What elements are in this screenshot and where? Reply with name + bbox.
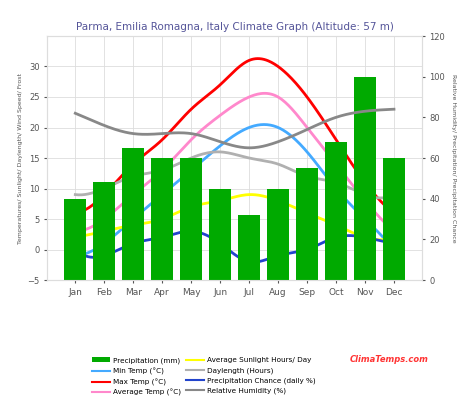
Bar <box>93 182 115 280</box>
Text: ClimaTemps.com: ClimaTemps.com <box>349 356 428 364</box>
Bar <box>64 199 86 280</box>
Y-axis label: Temperatures/ Sunlight/ Daylength/ Wind Speed/ Frost: Temperatures/ Sunlight/ Daylength/ Wind … <box>18 72 23 244</box>
Legend: Precipitation (mm), Min Temp (°C), Max Temp (°C), Average Temp (°C), Average Sun: Precipitation (mm), Min Temp (°C), Max T… <box>91 357 316 396</box>
Bar <box>267 188 289 280</box>
Y-axis label: Relative Humidity/ Precipitation/ Precipitation Chance: Relative Humidity/ Precipitation/ Precip… <box>451 74 456 242</box>
Bar <box>354 77 376 280</box>
Bar <box>383 158 405 280</box>
Bar <box>238 215 260 280</box>
Bar <box>210 188 231 280</box>
Bar <box>180 158 202 280</box>
Title: Parma, Emilia Romagna, Italy Climate Graph (Altitude: 57 m): Parma, Emilia Romagna, Italy Climate Gra… <box>76 22 393 32</box>
Bar <box>325 142 347 280</box>
Bar <box>122 148 144 280</box>
Bar <box>151 158 173 280</box>
Bar <box>296 168 318 280</box>
